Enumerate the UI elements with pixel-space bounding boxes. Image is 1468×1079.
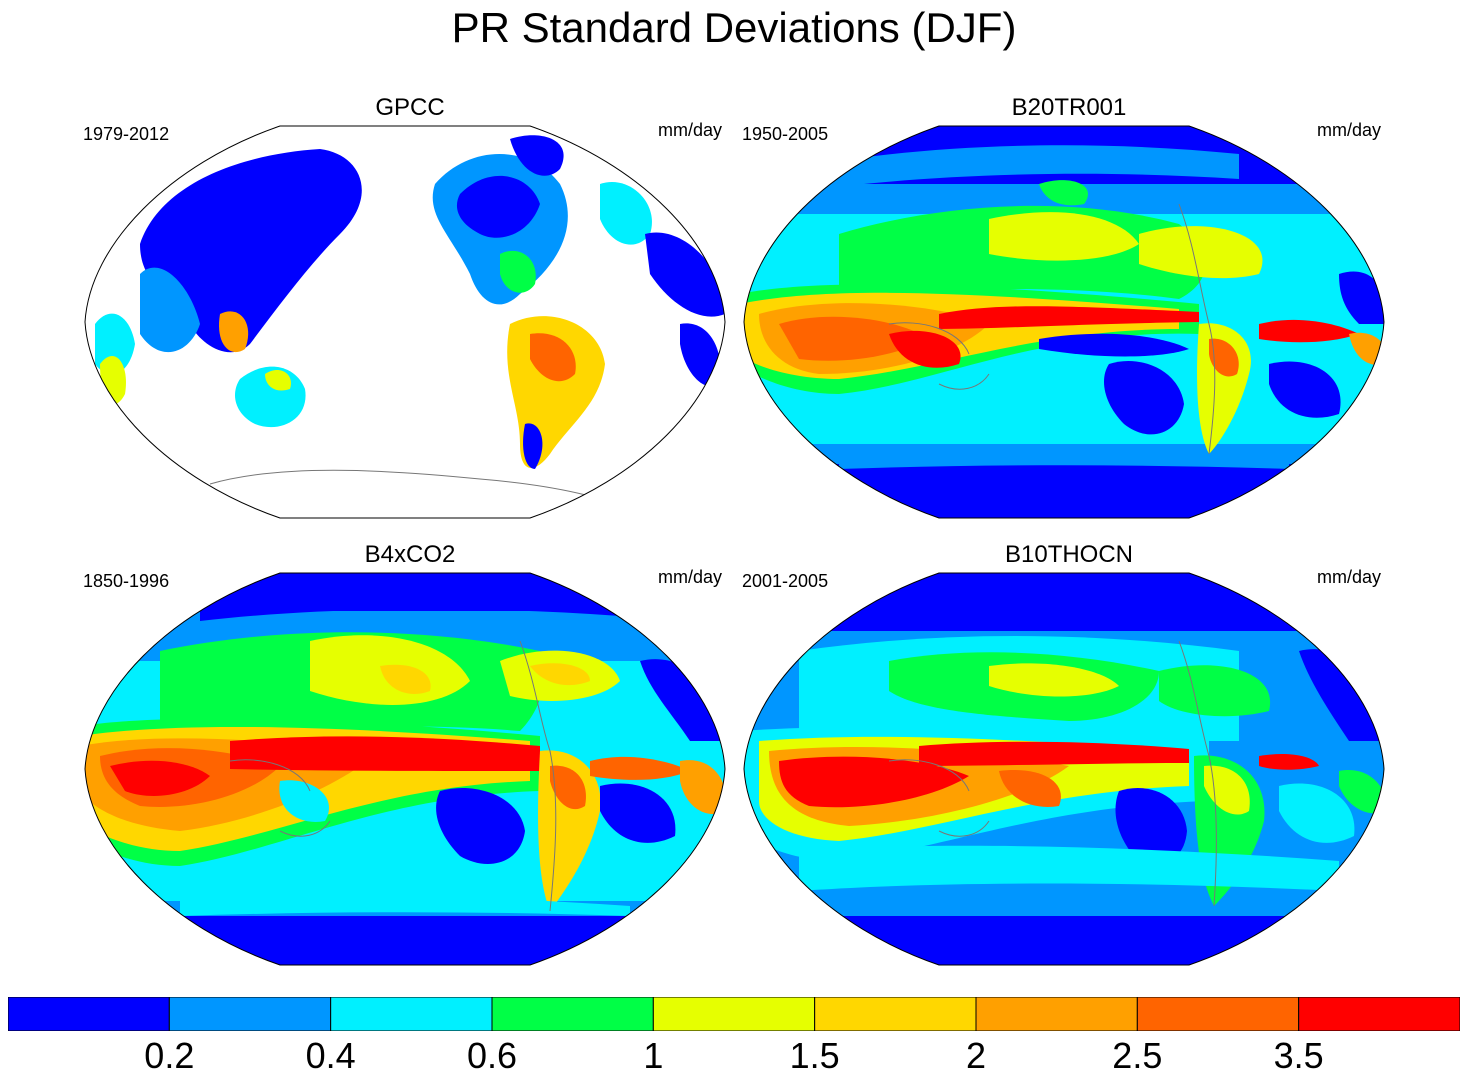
map-gpcc: [84, 125, 726, 519]
colorbar-swatch: [975, 997, 1138, 1031]
colorbar-tick-label: 1: [643, 1035, 664, 1076]
colorbar-tick-label: 0.6: [466, 1035, 518, 1076]
map-b20tr001: [743, 125, 1385, 519]
panel-period: 1950-2005: [742, 124, 829, 144]
panel-units: mm/day: [657, 567, 722, 587]
colorbar-swatch: [8, 997, 170, 1031]
panel-title: B4xCO2: [364, 541, 456, 568]
colorbar-tick-label: 0.4: [305, 1035, 356, 1076]
colorbar: [8, 997, 1460, 1031]
map-panel-b20tr001: B20TR001 1950-2005 mm/day: [739, 94, 1399, 534]
colorbar-swatch: [330, 997, 493, 1031]
colorbar-tick-label: 1.5: [789, 1035, 840, 1076]
colorbar-swatch: [652, 997, 816, 1031]
colorbar-swatch: [1298, 997, 1460, 1031]
panel-period: 2001-2005: [742, 571, 829, 591]
panel-title: B20TR001: [1011, 94, 1127, 121]
colorbar-tick-label: 2.5: [1112, 1035, 1163, 1076]
map-panel-b4xco2: B4xCO2 1850-1996 mm/day: [80, 541, 740, 981]
colorbar-swatch: [814, 997, 977, 1031]
page-title: PR Standard Deviations (DJF): [451, 4, 1017, 51]
colorbar-tick-label: 0.2: [144, 1035, 195, 1076]
panel-units: mm/day: [1316, 567, 1381, 587]
map-panel-gpcc: GPCC 1979-2012 mm/day: [80, 94, 740, 534]
colorbar-swatch: [491, 997, 654, 1031]
panel-units: mm/day: [1316, 120, 1381, 140]
panel-title: GPCC: [375, 94, 445, 121]
colorbar-tick-label: 3.5: [1273, 1035, 1324, 1076]
panel-period: 1979-2012: [83, 124, 170, 144]
map-b4xco2: [84, 572, 726, 966]
map-b10thocn: [743, 572, 1385, 966]
colorbar-swatch: [1136, 997, 1300, 1031]
map-panel-b10thocn: B10THOCN 2001-2005 mm/day: [739, 541, 1399, 981]
colorbar-swatch: [168, 997, 332, 1031]
colorbar-tick-label: 2: [965, 1035, 987, 1076]
panel-title: B10THOCN: [1004, 541, 1134, 568]
panel-period: 1850-1996: [83, 571, 170, 591]
panel-units: mm/day: [657, 120, 722, 140]
